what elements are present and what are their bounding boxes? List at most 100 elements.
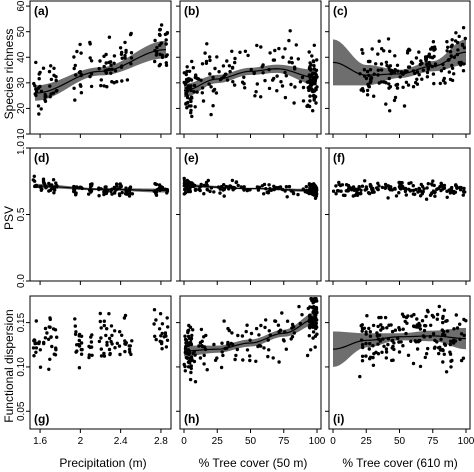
data-point: [439, 69, 444, 73]
data-point: [73, 332, 78, 336]
data-point: [402, 314, 406, 319]
data-point: [384, 350, 389, 354]
data-point: [34, 319, 38, 323]
data-point: [72, 188, 77, 193]
data-point: [380, 47, 384, 51]
data-point: [155, 45, 159, 50]
data-point: [347, 186, 351, 191]
data-point: [458, 337, 462, 341]
x-tick-label: 75: [427, 436, 439, 447]
data-point: [291, 191, 296, 196]
data-point: [267, 86, 272, 91]
data-point: [459, 185, 463, 190]
data-point: [266, 338, 270, 342]
data-point: [408, 48, 412, 52]
data-point: [364, 330, 368, 334]
data-point: [212, 190, 216, 194]
data-point: [450, 78, 455, 83]
data-point: [73, 317, 77, 321]
confidence-band: [332, 39, 467, 86]
data-point: [369, 184, 373, 188]
data-point: [75, 343, 79, 347]
data-point: [158, 312, 163, 316]
points-g: [31, 308, 170, 371]
data-point: [364, 76, 369, 81]
data-point: [358, 374, 362, 379]
data-point: [445, 329, 450, 333]
data-point: [394, 194, 399, 198]
data-point: [186, 79, 191, 83]
data-point: [441, 348, 445, 353]
data-point: [191, 66, 195, 70]
data-point: [274, 185, 278, 190]
data-point: [267, 183, 271, 187]
data-point: [164, 38, 168, 42]
data-point: [368, 68, 373, 72]
data-point: [230, 65, 235, 70]
data-point: [460, 42, 465, 47]
data-point: [51, 91, 56, 95]
data-point: [232, 83, 237, 87]
data-point: [77, 366, 82, 370]
panel-f: (f): [325, 147, 471, 285]
data-point: [113, 346, 117, 350]
data-point: [188, 189, 192, 194]
x-tick-label: 50: [245, 436, 257, 447]
data-point: [283, 330, 287, 334]
data-point: [415, 323, 419, 327]
data-point: [164, 345, 169, 349]
data-point: [376, 187, 380, 191]
data-point: [205, 42, 209, 46]
data-point: [189, 370, 193, 375]
data-point: [380, 350, 384, 354]
data-point: [406, 353, 411, 357]
data-point: [38, 365, 43, 369]
y-tick-label: 1.0: [16, 141, 27, 155]
data-point: [359, 88, 363, 92]
data-point: [234, 353, 238, 358]
data-point: [209, 85, 213, 89]
data-point: [110, 342, 114, 346]
data-point: [183, 187, 187, 192]
data-point: [425, 70, 430, 75]
data-point: [153, 59, 157, 64]
data-point: [120, 56, 124, 60]
data-point: [79, 347, 84, 352]
data-point: [227, 328, 231, 333]
data-point: [397, 191, 401, 195]
data-point: [185, 69, 189, 74]
data-point: [445, 40, 449, 44]
data-point: [202, 353, 206, 358]
panel-frame: [179, 0, 322, 135]
data-point: [165, 316, 169, 320]
data-point: [220, 341, 224, 345]
data-point: [77, 338, 82, 343]
data-point: [48, 325, 52, 329]
panel-g: 0.05 0.10 0.15 1.6 2 2.4 2.8 (g): [16, 295, 172, 447]
data-point: [448, 50, 453, 54]
data-point: [47, 69, 52, 74]
data-point: [457, 34, 461, 39]
data-point: [221, 188, 225, 192]
data-point: [446, 58, 450, 62]
data-point: [48, 188, 53, 192]
data-point: [420, 77, 424, 81]
data-point: [405, 321, 409, 325]
data-point: [277, 360, 281, 364]
data-point: [459, 332, 464, 336]
data-point: [365, 93, 370, 97]
data-point: [313, 188, 317, 193]
data-point: [204, 61, 209, 65]
data-point: [224, 346, 229, 350]
data-point: [109, 324, 114, 328]
data-point: [313, 345, 317, 349]
data-point: [294, 43, 298, 47]
data-point: [194, 76, 199, 80]
data-point: [48, 316, 52, 320]
data-point: [112, 61, 116, 65]
data-point: [130, 339, 134, 343]
data-point: [413, 192, 417, 196]
data-point: [384, 60, 389, 64]
data-point: [125, 78, 130, 82]
data-point: [360, 48, 364, 52]
